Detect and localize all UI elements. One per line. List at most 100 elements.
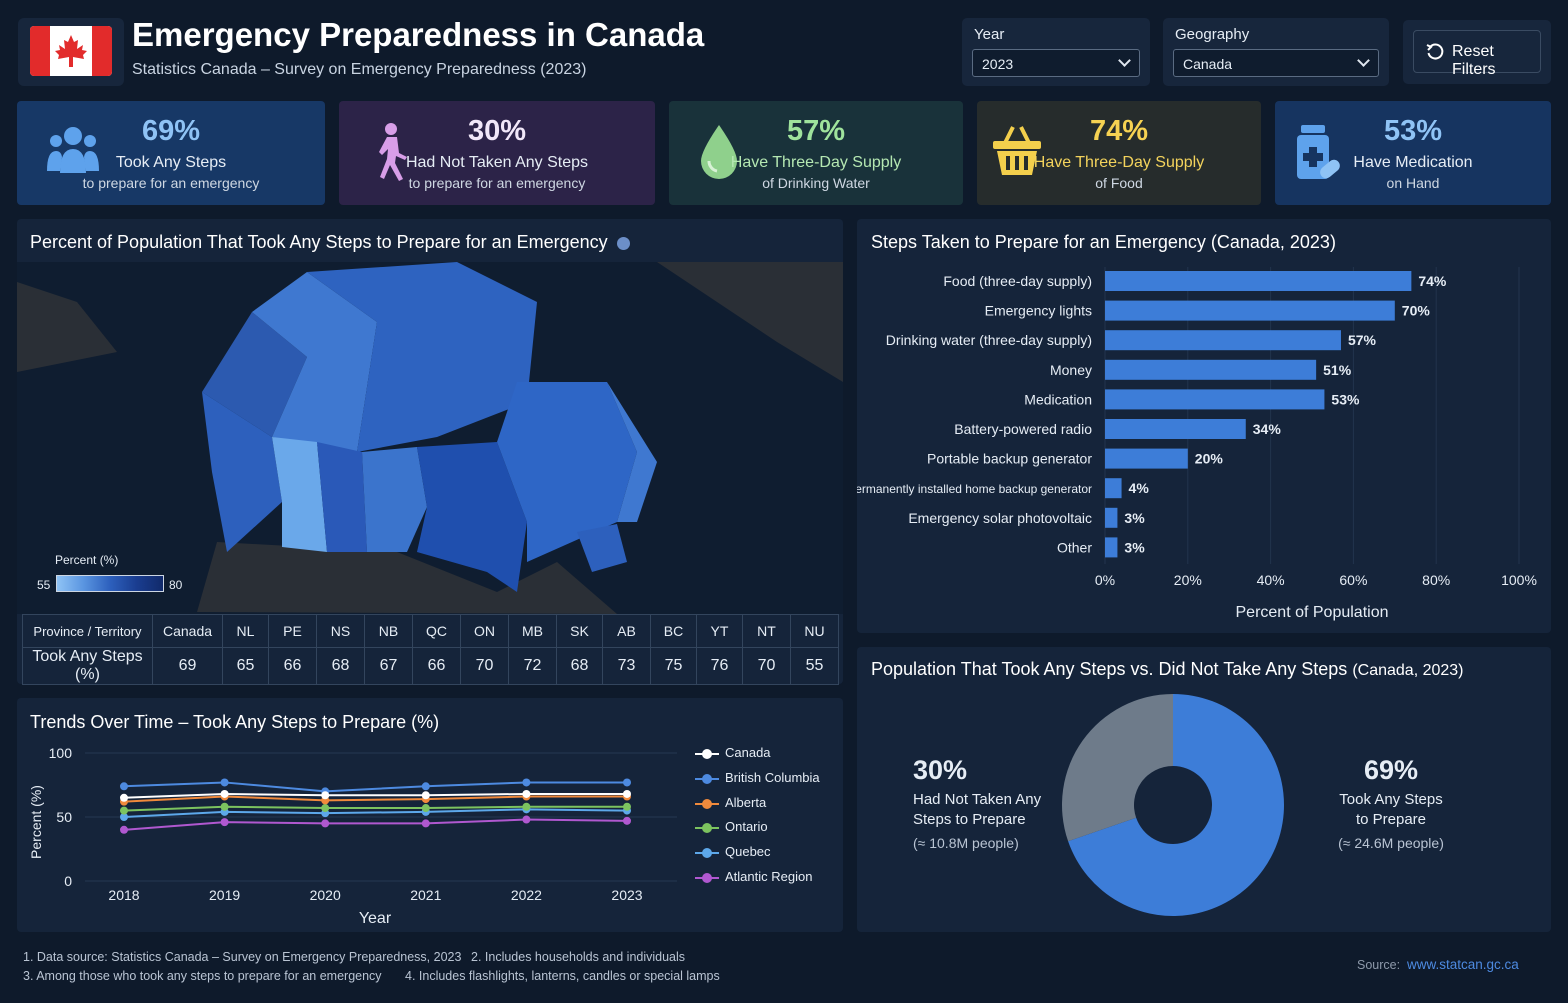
line-chart-x-tick: 2022 [511, 887, 542, 903]
bar-chart-bar [1105, 300, 1395, 321]
province-yt[interactable] [202, 312, 307, 437]
page-subtitle: Statistics Canada – Survey on Emergency … [132, 61, 587, 78]
footnote-2: 2. Includes households and individuals [471, 950, 686, 964]
line-chart-point [220, 789, 229, 798]
bar-chart-title: Steps Taken to Prepare for an Emergency … [871, 232, 1336, 252]
kpi-label: Took Any Steps [115, 154, 227, 171]
geography-select[interactable]: Canada [1173, 49, 1379, 77]
kpi-drinking-water: 57% Have Three-Day Supply of Drinking Wa… [669, 101, 963, 205]
page-title: Emergency Preparedness in Canada [132, 16, 705, 53]
info-icon[interactable] [616, 236, 630, 250]
province-nu[interactable] [307, 262, 537, 452]
line-chart-point [321, 804, 330, 813]
province-code-cell: MB [508, 614, 557, 648]
province-code-cell: NB [364, 614, 413, 648]
reset-filters-button[interactable]: Reset Filters [1413, 30, 1541, 78]
line-chart-point [220, 818, 229, 827]
chevron-down-icon [1357, 54, 1370, 67]
donut-chart [1062, 694, 1284, 916]
geography-filter: Geography Canada [1163, 18, 1389, 86]
geography-select-value: Canada [1183, 56, 1233, 72]
province-table-header-row: Province / Territory Canada NL PE NS NB QC ON MB… [22, 614, 839, 648]
bar-chart-category-label: Drinking water (three-day supply) [886, 332, 1092, 348]
bar-chart-category-label: Portable backup generator [927, 451, 1092, 467]
line-chart-series-line [123, 818, 628, 831]
province-sk[interactable] [317, 442, 367, 552]
province-nb-ns[interactable] [577, 524, 627, 572]
province-qc[interactable] [497, 382, 637, 562]
kpi-sublabel: of Food [1095, 175, 1143, 191]
year-select[interactable]: 2023 [972, 49, 1140, 77]
reset-filters-container: Reset Filters [1403, 20, 1551, 84]
donut-slice [1068, 694, 1284, 916]
line-chart-y-tick: 0 [64, 873, 72, 889]
province-mb[interactable] [362, 447, 427, 552]
year-filter: Year 2023 [962, 18, 1150, 86]
chevron-down-icon [1118, 54, 1131, 67]
kpi-had-not-taken-steps: 30% Had Not Taken Any Steps to prepare f… [339, 101, 655, 205]
bar-chart-x-tick: 100% [1501, 572, 1537, 588]
bar-chart-bar [1105, 389, 1325, 410]
line-chart-series-line [123, 781, 627, 793]
province-code-cell: SK [556, 614, 603, 648]
bar-chart-value-label: 20% [1195, 451, 1224, 467]
bar-chart-x-axis-label: Percent of Population [1236, 604, 1389, 621]
legend-label: Atlantic Region [725, 869, 813, 884]
province-nl[interactable] [607, 382, 657, 522]
map-panel-title: Percent of Population That Took Any Step… [30, 232, 630, 253]
province-code-cell: QC [412, 614, 461, 648]
footnote-3: 3. Among those who took any steps to pre… [23, 969, 382, 983]
line-chart: 100 50 0 2018 2019 2020 2021 2022 2023 Year Percen… [28, 745, 677, 927]
map-legend-min: 55 [37, 578, 51, 592]
province-value-cell: 73 [602, 647, 651, 685]
line-chart-series-line [123, 808, 628, 818]
took-steps-label-1: Took Any Steps [1339, 791, 1443, 808]
province-table-row2-label: Took Any Steps (%) [22, 647, 153, 685]
line-chart-series-line [123, 792, 627, 799]
province-value-cell: 69 [152, 647, 223, 685]
bar-chart-x-tick: 20% [1174, 572, 1202, 588]
legend-label: Quebec [725, 844, 771, 860]
greenland-landmass [657, 262, 843, 382]
bar-chart-x-tick: 80% [1422, 572, 1450, 588]
bar-chart-category-label: Other [1057, 539, 1092, 555]
bar-chart-value-label: 4% [1129, 480, 1150, 496]
line-chart-x-tick: 2021 [410, 887, 441, 903]
province-code-cell: BC [650, 614, 697, 648]
province-code-cell: PE [268, 614, 317, 648]
reset-icon [1426, 43, 1444, 60]
legend-label: British Columbia [725, 769, 820, 785]
province-bc[interactable] [202, 392, 282, 552]
bar-chart-x-tick: 60% [1339, 572, 1367, 588]
bar-chart-bar [1105, 448, 1188, 469]
line-chart-point [522, 815, 531, 824]
kpi-value: 74% [1089, 115, 1149, 147]
donut-chart-panel: Population That Took Any Steps vs. Did N… [857, 647, 1551, 932]
line-chart-series-line [123, 805, 627, 812]
line-chart-point [623, 816, 631, 825]
line-chart-y-tick: 100 [49, 745, 73, 761]
line-chart-x-tick: 2019 [209, 887, 240, 903]
bar-chart-category-label: Food (three-day supply) [943, 273, 1092, 289]
line-chart-title: Trends Over Time – Took Any Steps to Pre… [30, 712, 440, 732]
province-on[interactable] [417, 442, 527, 592]
kpi-label: Had Not Taken Any Steps [405, 154, 589, 171]
map-area [17, 262, 843, 614]
bar-chart-bar [1105, 271, 1412, 291]
bar-chart-category-label: Medication [1024, 391, 1092, 407]
bar-chart-bar [1105, 419, 1246, 439]
province-ab[interactable] [272, 437, 327, 552]
line-chart-y-tick: 50 [56, 809, 72, 825]
kpi-value: 30% [467, 115, 527, 147]
bar-chart-bar [1105, 359, 1317, 380]
line-chart-x-tick: 2018 [108, 887, 139, 903]
source-link[interactable]: www.statcan.gc.ca [1407, 957, 1519, 972]
line-chart-point [220, 778, 229, 787]
walking-person-icon [379, 123, 407, 181]
bar-chart-x-tick: 40% [1257, 572, 1285, 588]
footnote-4: 4. Includes flashlights, lanterns, candl… [405, 969, 720, 983]
kpi-value: 53% [1383, 115, 1443, 147]
province-nt[interactable] [252, 272, 377, 452]
line-chart-point [623, 789, 631, 798]
province-value-cell: 66 [268, 647, 317, 685]
